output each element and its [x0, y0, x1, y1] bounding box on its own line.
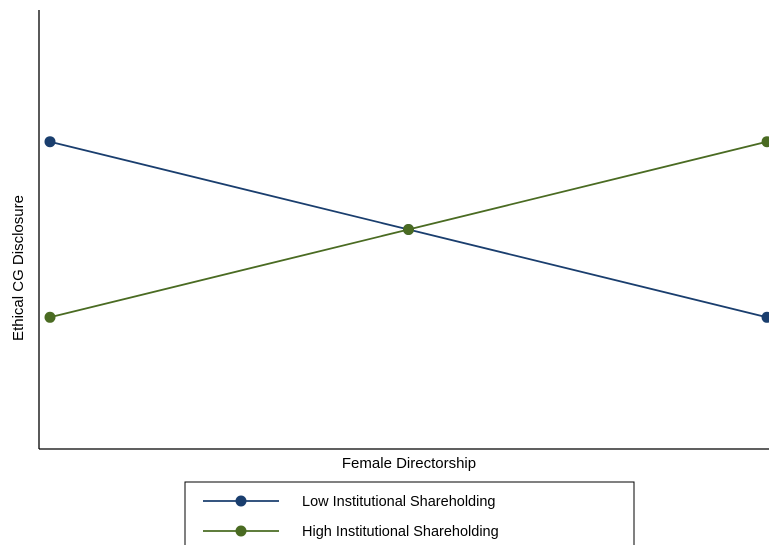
legend-box [184, 481, 635, 545]
series-1-point-2 [761, 136, 769, 148]
legend-marker-1 [235, 525, 247, 537]
series-1-point-1 [403, 224, 414, 235]
plot-area [38, 10, 769, 450]
legend-label-1: High Institutional Shareholding [302, 524, 499, 540]
legend-label-0: Low Institutional Shareholding [302, 494, 495, 510]
legend-marker-0 [235, 495, 247, 507]
series-0-point-2 [761, 311, 769, 323]
series-1-point-0 [44, 311, 56, 323]
series-layer [44, 136, 769, 323]
series-0-point-0 [44, 136, 56, 148]
legend-entries: Low Institutional Shareholding High Insti… [203, 494, 499, 540]
legend: Low Institutional Shareholding High Insti… [184, 481, 635, 545]
y-axis-label: Ethical CG Disclosure [10, 195, 27, 341]
x-axis-label: Female Directorship [342, 455, 476, 472]
